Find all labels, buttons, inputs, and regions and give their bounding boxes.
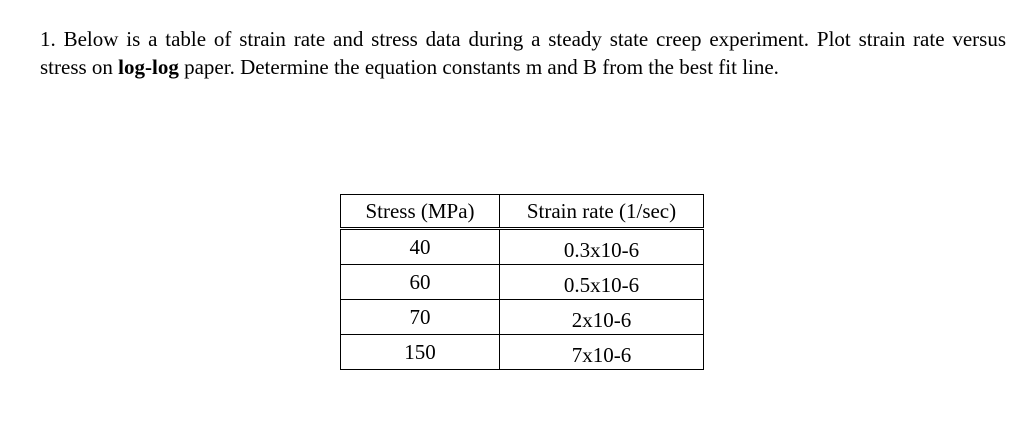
stress-cell: 70 xyxy=(340,299,500,335)
table-row: 60 0.5x10-6 xyxy=(340,264,704,300)
stress-cell: 40 xyxy=(340,228,500,265)
strain-rate-cell: 2x10-6 xyxy=(499,299,704,335)
problem-statement: 1. Below is a table of strain rate and s… xyxy=(40,25,1006,81)
problem-number: 1. xyxy=(40,27,56,51)
stress-column-header: Stress (MPa) xyxy=(340,194,500,230)
table-header-row: Stress (MPa) Strain rate (1/sec) xyxy=(340,194,704,230)
strain-rate-cell: 0.5x10-6 xyxy=(499,264,704,300)
stress-cell: 150 xyxy=(340,334,500,370)
strain-rate-cell: 7x10-6 xyxy=(499,334,704,370)
problem-text-part-1: Below is a table of strain rate and stre… xyxy=(40,27,1007,79)
table-row: 150 7x10-6 xyxy=(340,334,704,370)
problem-text-part-2: paper. Determine the equation constants … xyxy=(178,55,779,79)
table-row: 40 0.3x10-6 xyxy=(340,228,704,265)
stress-cell: 60 xyxy=(340,264,500,300)
stress-strain-table: Stress (MPa) Strain rate (1/sec) 40 0.3x… xyxy=(340,194,704,370)
strain-rate-column-header: Strain rate (1/sec) xyxy=(499,194,704,230)
problem-bold-text: log-log xyxy=(118,55,179,79)
strain-rate-cell: 0.3x10-6 xyxy=(499,228,704,265)
table-row: 70 2x10-6 xyxy=(340,299,704,335)
